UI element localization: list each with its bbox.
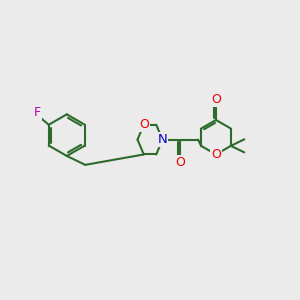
Text: O: O — [176, 156, 185, 169]
Text: O: O — [211, 148, 221, 161]
Text: F: F — [34, 106, 41, 119]
Text: O: O — [211, 93, 221, 106]
Text: N: N — [158, 133, 167, 146]
Text: O: O — [139, 118, 149, 131]
